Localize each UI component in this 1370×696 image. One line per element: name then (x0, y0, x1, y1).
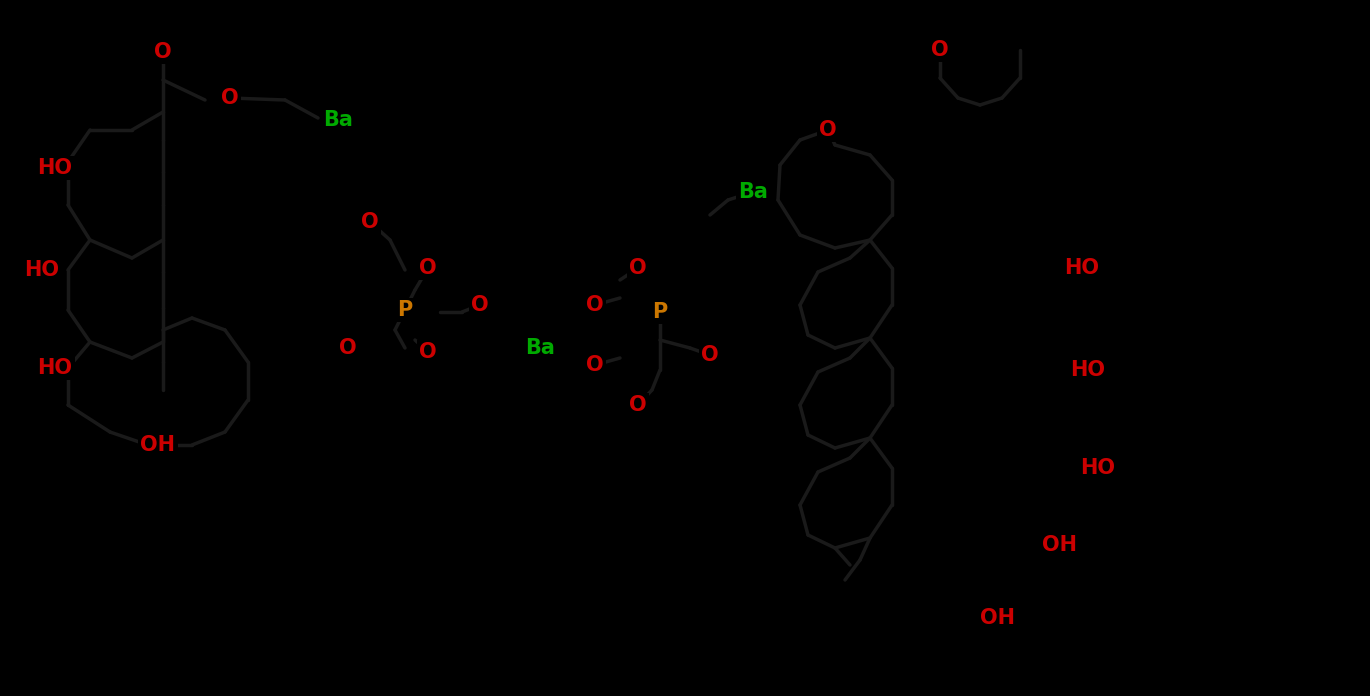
Text: O: O (629, 258, 647, 278)
Text: O: O (701, 345, 719, 365)
Text: Ba: Ba (738, 182, 769, 202)
Text: O: O (629, 395, 647, 415)
Text: O: O (932, 40, 949, 60)
Text: Ba: Ba (323, 110, 353, 130)
Text: HO: HO (1081, 458, 1115, 478)
Text: O: O (340, 338, 356, 358)
Text: HO: HO (37, 158, 73, 178)
Text: O: O (586, 355, 604, 375)
Text: O: O (155, 42, 171, 62)
Text: O: O (471, 295, 489, 315)
Text: O: O (586, 295, 604, 315)
Text: O: O (419, 258, 437, 278)
Text: OH: OH (1043, 535, 1077, 555)
Text: HO: HO (1070, 360, 1106, 380)
Text: Ba: Ba (525, 338, 555, 358)
Text: P: P (397, 300, 412, 320)
Text: OH: OH (141, 435, 175, 455)
Text: HO: HO (25, 260, 59, 280)
Text: O: O (819, 120, 837, 140)
Text: P: P (652, 302, 667, 322)
Text: HO: HO (1064, 258, 1100, 278)
Text: HO: HO (37, 358, 73, 378)
Text: O: O (362, 212, 379, 232)
Text: O: O (221, 88, 238, 108)
Text: O: O (419, 342, 437, 362)
Text: OH: OH (981, 608, 1015, 628)
